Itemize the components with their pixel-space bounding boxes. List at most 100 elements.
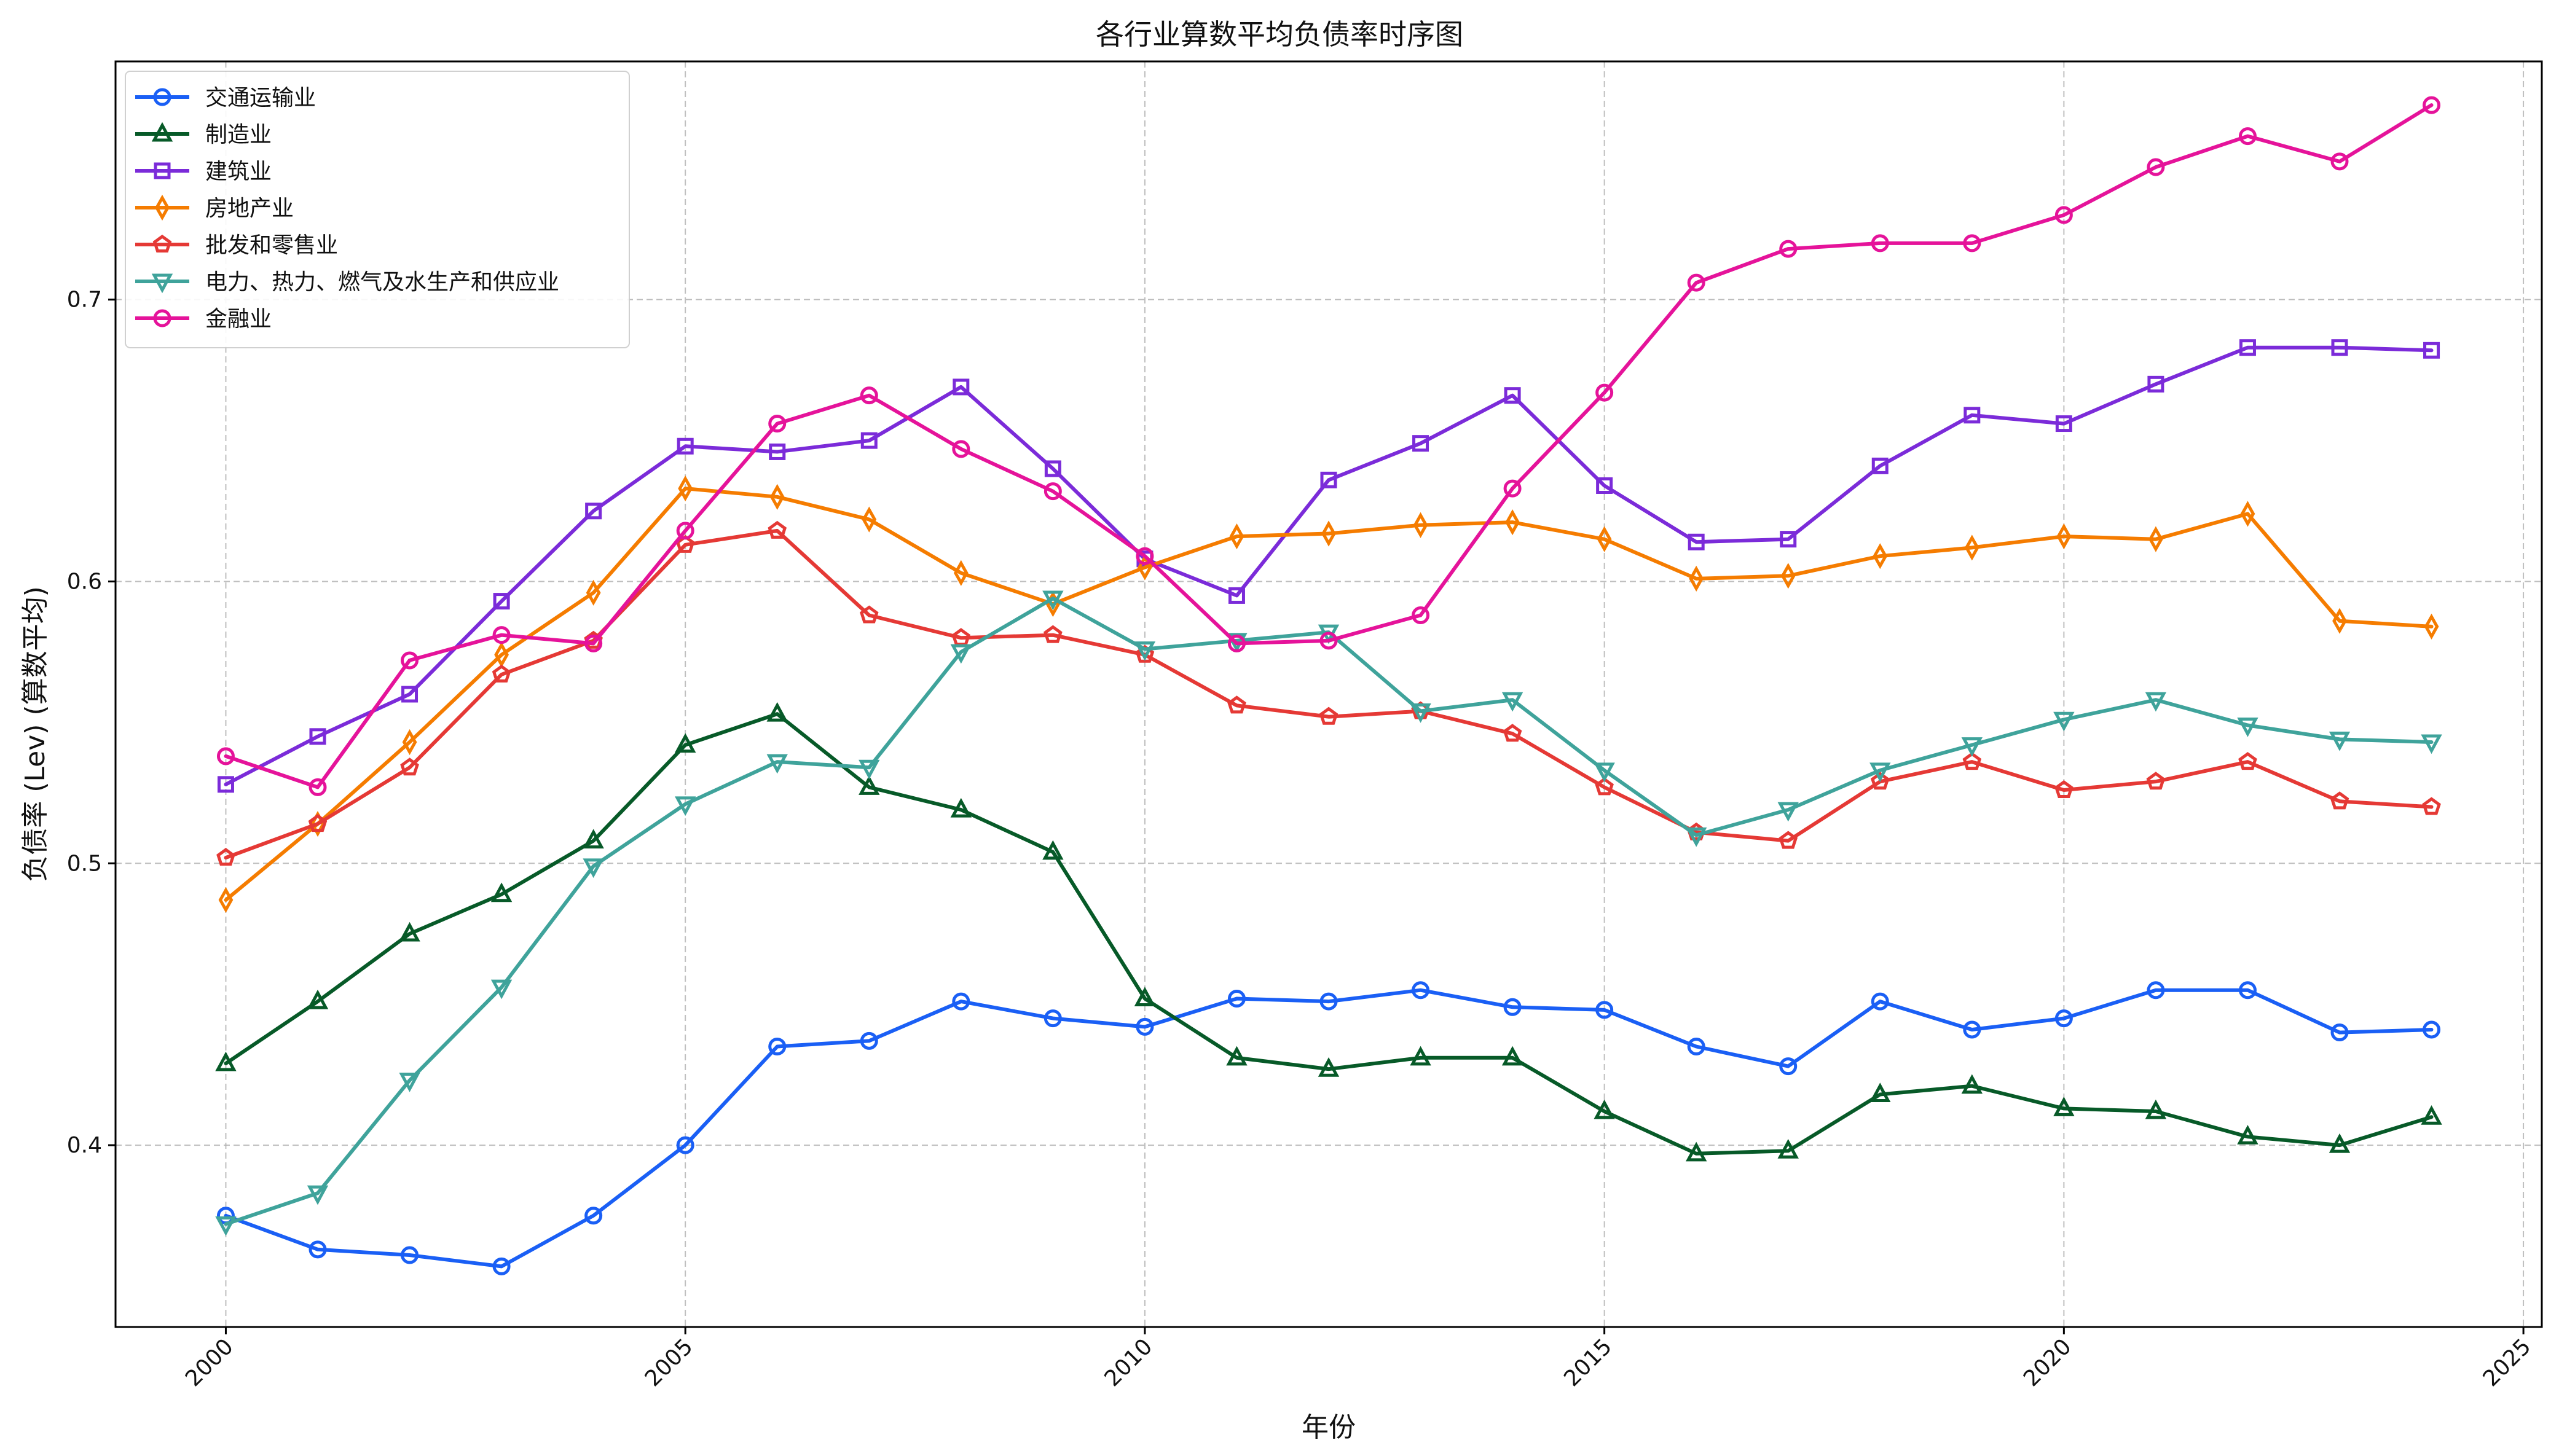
data-point [1873, 543, 1888, 569]
data-point [950, 644, 972, 664]
legend-marker [152, 234, 172, 253]
data-point [584, 634, 603, 652]
data-point [492, 664, 511, 683]
data-point [1961, 737, 1983, 757]
data-point [1319, 632, 1338, 650]
data-point [2054, 1009, 2073, 1028]
data-point [952, 992, 970, 1011]
data-point [1870, 772, 1890, 790]
data-point [490, 979, 513, 1000]
data-point [1134, 641, 1156, 661]
data-point [218, 887, 234, 914]
data-point [1595, 383, 1614, 402]
legend-label: 金融业 [205, 307, 272, 332]
data-point [1134, 987, 1156, 1007]
data-point [1780, 563, 1796, 589]
data-point [1503, 724, 1522, 742]
data-point [1410, 703, 1431, 723]
data-point [307, 1185, 329, 1205]
data-point [1871, 992, 1889, 1011]
data-point [1410, 1046, 1431, 1066]
series-5 [216, 520, 2441, 866]
data-point [769, 443, 786, 460]
data-point [1412, 435, 1429, 452]
data-point [583, 829, 604, 849]
data-point [1505, 509, 1520, 536]
data-point [1044, 482, 1062, 501]
data-point [2424, 613, 2439, 640]
data-point [1412, 606, 1430, 625]
data-point [2332, 608, 2347, 634]
data-point [860, 386, 878, 405]
data-point [308, 813, 328, 832]
data-point [2421, 734, 2442, 754]
data-point [492, 1257, 511, 1275]
series-6 [215, 590, 2442, 1236]
legend-label: 建筑业 [205, 159, 272, 184]
data-point [1319, 706, 1338, 725]
legend-label: 制造业 [205, 122, 272, 147]
data-point [674, 796, 696, 816]
data-point [1689, 565, 1704, 592]
data-point [676, 1136, 694, 1154]
data-point [1503, 479, 1522, 498]
data-point [216, 747, 235, 765]
data-point [2147, 375, 2164, 393]
data-point [769, 483, 785, 510]
data-point [1320, 471, 1337, 488]
data-point [2331, 339, 2348, 356]
data-point [2238, 752, 2257, 770]
data-point [2329, 731, 2351, 751]
data-point [2055, 415, 2072, 432]
data-point [1229, 523, 1244, 550]
data-point [216, 848, 235, 866]
legend-box [125, 71, 630, 348]
data-point [860, 1031, 878, 1050]
data-point [492, 626, 511, 644]
data-point [2330, 791, 2349, 810]
legend-item: 建筑业 [135, 159, 272, 184]
data-point [1777, 802, 1799, 822]
legend-marker [151, 273, 173, 294]
series-1 [216, 981, 2441, 1275]
series-line [224, 597, 2434, 1226]
data-point [1779, 1057, 1798, 1076]
data-point [215, 1216, 237, 1236]
data-point [309, 728, 326, 745]
data-point [309, 778, 327, 796]
data-point [1044, 1009, 1062, 1028]
series-2 [215, 702, 2442, 1162]
data-point [1963, 1020, 1981, 1039]
data-point [583, 858, 604, 879]
data-point [2238, 127, 2257, 146]
legend-marker [151, 122, 173, 142]
data-point [2054, 206, 2073, 224]
data-point [1413, 512, 1428, 538]
data-point [1780, 531, 1797, 548]
data-point [401, 651, 419, 670]
data-point [768, 520, 787, 539]
data-point [2146, 772, 2166, 790]
data-point [2237, 717, 2258, 737]
data-point [1042, 840, 1064, 860]
data-point [1777, 1139, 1799, 1159]
data-point [953, 378, 970, 396]
data-point [766, 754, 788, 774]
data-point [2239, 339, 2256, 356]
data-point [494, 641, 509, 668]
plot-frame [114, 60, 2543, 1328]
data-point [2423, 96, 2441, 114]
data-point [1226, 1046, 1248, 1066]
data-point [1044, 625, 1063, 643]
data-point [953, 560, 969, 586]
legend-item: 制造业 [135, 122, 272, 147]
data-point [676, 522, 694, 540]
data-point [1688, 533, 1705, 550]
data-point [2053, 1097, 2075, 1116]
series-line [224, 988, 2434, 1269]
data-point [2148, 526, 2163, 552]
data-point [399, 1073, 420, 1092]
data-point [1961, 1074, 1983, 1094]
y-tick-label: 0.7 [67, 288, 102, 313]
